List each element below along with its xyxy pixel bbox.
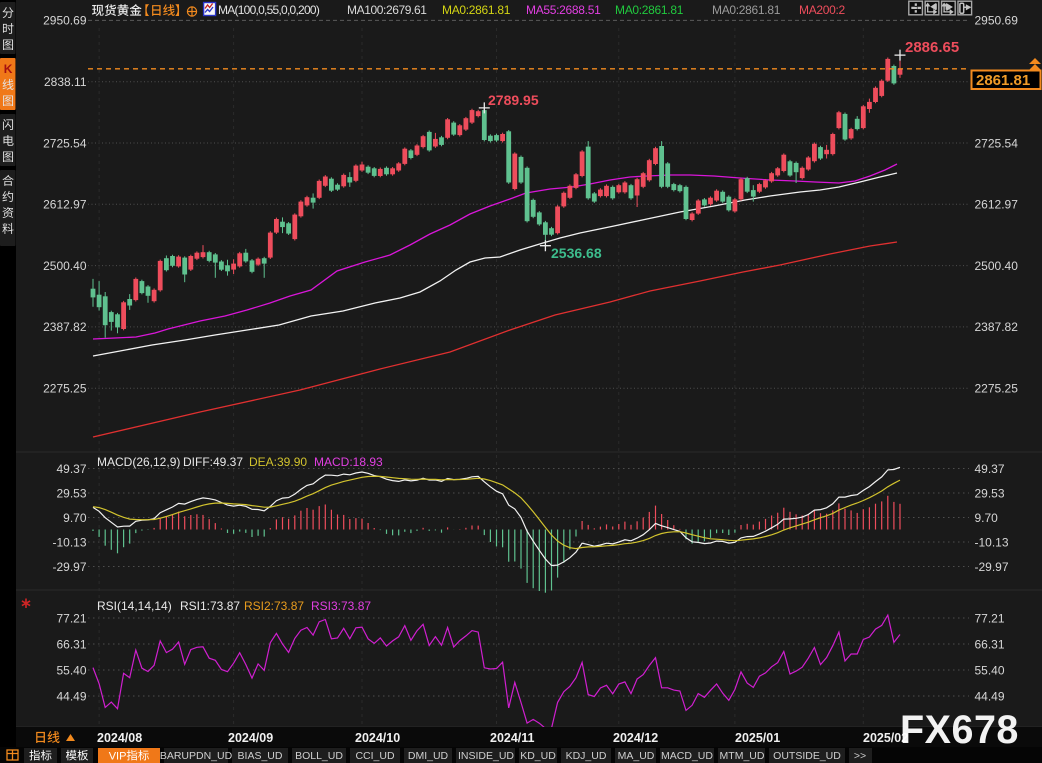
- svg-text:RSI(14,14,14): RSI(14,14,14): [97, 599, 172, 613]
- svg-text:2275.25: 2275.25: [43, 382, 87, 396]
- svg-text:2536.68: 2536.68: [551, 245, 602, 261]
- svg-text:-29.97: -29.97: [52, 560, 86, 574]
- svg-text:2024/09: 2024/09: [228, 731, 273, 745]
- svg-text:K: K: [4, 62, 13, 76]
- svg-text:MA(100,0,55,0,0,200): MA(100,0,55,0,0,200): [218, 3, 320, 17]
- svg-text:2024/08: 2024/08: [97, 731, 142, 745]
- svg-text:>>: >>: [854, 750, 866, 762]
- svg-text:DIFF:49.37: DIFF:49.37: [183, 455, 243, 469]
- svg-text:RSI1:73.87: RSI1:73.87: [180, 599, 240, 613]
- svg-text:BOLL_UD: BOLL_UD: [295, 750, 343, 762]
- svg-text:44.49: 44.49: [56, 689, 86, 703]
- svg-text:29.53: 29.53: [56, 486, 86, 500]
- svg-text:MA0:2861.81: MA0:2861.81: [615, 3, 684, 17]
- svg-text:MA100:2679.61: MA100:2679.61: [347, 3, 427, 17]
- svg-text:MA0:2861.81: MA0:2861.81: [712, 3, 781, 17]
- svg-text:55.40: 55.40: [56, 663, 86, 677]
- svg-text:2387.82: 2387.82: [43, 320, 87, 334]
- svg-text:2725.54: 2725.54: [975, 136, 1019, 150]
- svg-text:2024/10: 2024/10: [355, 731, 400, 745]
- svg-text:9.70: 9.70: [63, 511, 87, 525]
- svg-text:2612.97: 2612.97: [975, 198, 1019, 212]
- svg-text:49.37: 49.37: [56, 462, 86, 476]
- svg-text:-29.97: -29.97: [975, 560, 1009, 574]
- svg-text:66.31: 66.31: [56, 637, 86, 651]
- svg-text:DEA:39.90: DEA:39.90: [249, 455, 307, 469]
- svg-text:MTM_UD: MTM_UD: [720, 750, 765, 762]
- svg-text:2886.65: 2886.65: [905, 39, 959, 56]
- svg-text:MA200:2: MA200:2: [799, 3, 846, 17]
- svg-text:MACD:18.93: MACD:18.93: [314, 455, 383, 469]
- svg-text:2861.81: 2861.81: [976, 72, 1030, 89]
- svg-text:-10.13: -10.13: [52, 535, 86, 549]
- svg-text:44.49: 44.49: [975, 689, 1005, 703]
- svg-text:MA55:2688.51: MA55:2688.51: [526, 3, 601, 17]
- svg-text:55.40: 55.40: [975, 663, 1005, 677]
- svg-text:-10.13: -10.13: [975, 535, 1009, 549]
- svg-text:29.53: 29.53: [975, 486, 1005, 500]
- svg-text:CCI_UD: CCI_UD: [355, 750, 395, 762]
- svg-text:DMI_UD: DMI_UD: [408, 750, 449, 762]
- svg-text:MA0:2861.81: MA0:2861.81: [442, 3, 511, 17]
- svg-text:MACD_UD: MACD_UD: [661, 750, 713, 762]
- svg-text:2612.97: 2612.97: [43, 198, 87, 212]
- svg-text:2024/11: 2024/11: [490, 731, 535, 745]
- svg-text:INSIDE_UD: INSIDE_UD: [458, 750, 514, 762]
- svg-text:49.37: 49.37: [975, 462, 1005, 476]
- svg-text:BARUPDN_UD: BARUPDN_UD: [160, 750, 233, 762]
- svg-text:2789.95: 2789.95: [488, 92, 539, 108]
- svg-text:2838.11: 2838.11: [44, 75, 87, 89]
- svg-text:BIAS_UD: BIAS_UD: [238, 750, 283, 762]
- svg-text:FX678: FX678: [900, 708, 1019, 752]
- svg-text:2275.25: 2275.25: [975, 382, 1019, 396]
- svg-text:RSI3:73.87: RSI3:73.87: [311, 599, 371, 613]
- svg-text:VIP: VIP: [109, 751, 127, 763]
- svg-text:2500.40: 2500.40: [43, 259, 87, 273]
- svg-text:KDJ_UD: KDJ_UD: [566, 750, 607, 762]
- svg-text:2950.69: 2950.69: [43, 14, 87, 28]
- svg-text:77.21: 77.21: [56, 611, 86, 625]
- svg-text:KD_UD: KD_UD: [520, 750, 556, 762]
- svg-text:66.31: 66.31: [975, 637, 1005, 651]
- svg-text:2725.54: 2725.54: [43, 136, 87, 150]
- svg-text:2024/12: 2024/12: [613, 731, 658, 745]
- svg-text:9.70: 9.70: [975, 511, 999, 525]
- svg-text:MACD(26,12,9): MACD(26,12,9): [97, 455, 180, 469]
- svg-text:RSI2:73.87: RSI2:73.87: [244, 599, 304, 613]
- svg-text:MA_UD: MA_UD: [618, 750, 655, 762]
- svg-text:2025/01: 2025/01: [735, 731, 780, 745]
- svg-text:77.21: 77.21: [975, 611, 1005, 625]
- svg-text:2025/02: 2025/02: [863, 731, 908, 745]
- svg-text:2950.69: 2950.69: [975, 14, 1019, 28]
- svg-text:2500.40: 2500.40: [975, 259, 1019, 273]
- svg-text:OUTSIDE_UD: OUTSIDE_UD: [773, 750, 841, 762]
- svg-text:2387.82: 2387.82: [975, 320, 1019, 334]
